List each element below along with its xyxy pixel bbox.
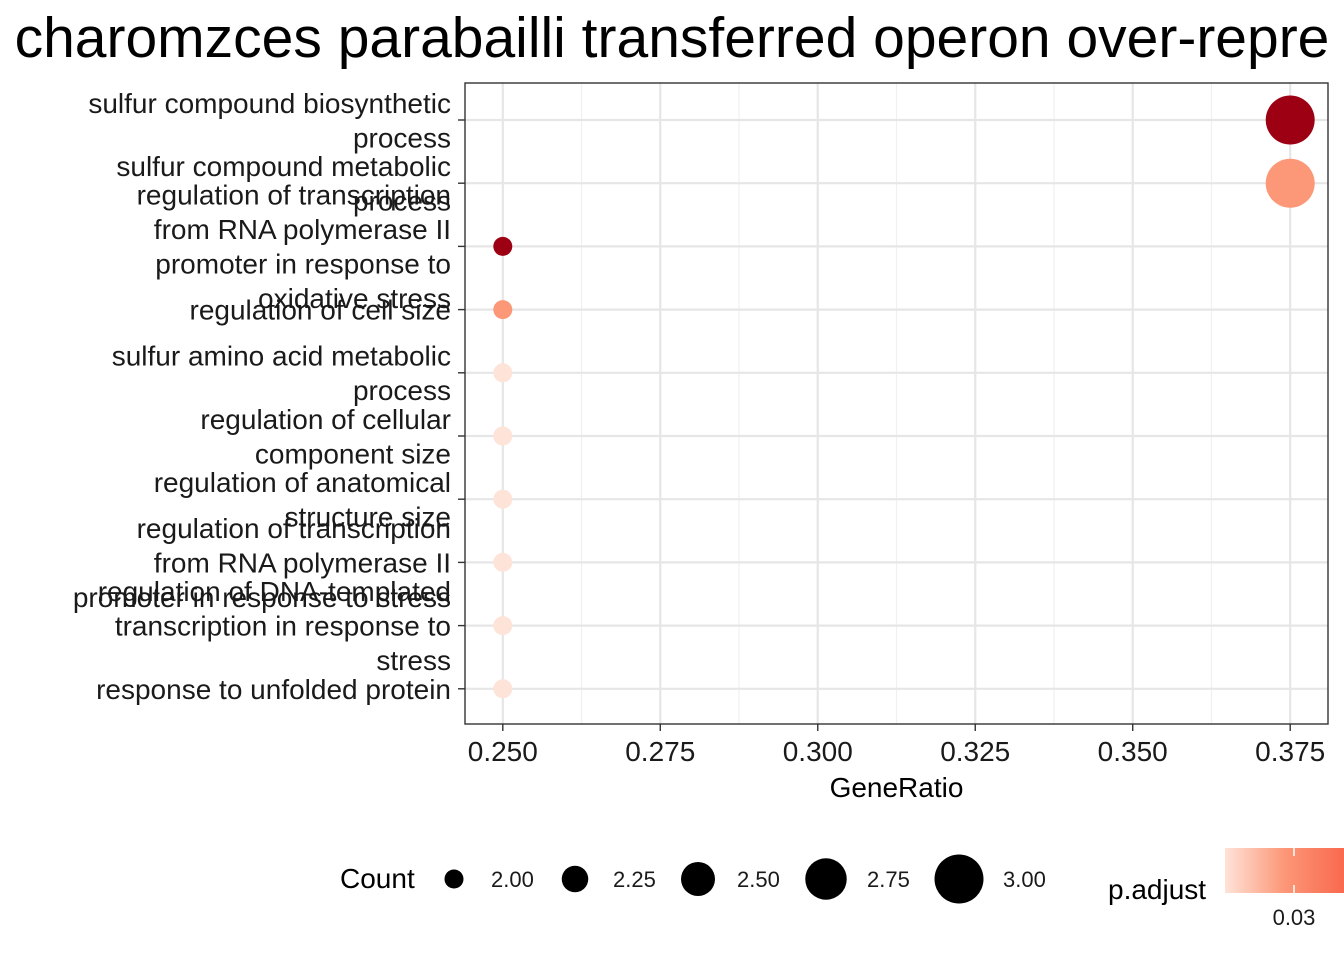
- count-legend-key: [681, 862, 715, 896]
- y-tick-label: regulation of transcription from RNA poly…: [137, 180, 451, 315]
- count-legend-title: Count: [340, 863, 415, 894]
- x-tick-label: 0.300: [783, 736, 853, 767]
- count-legend-key: [561, 865, 589, 893]
- data-point: [493, 426, 513, 446]
- count-legend-label: 3.00: [1003, 867, 1046, 892]
- count-legend-label: 2.50: [737, 867, 780, 892]
- count-legend: Count 2.00 2.25 2.50 2.75 3.00: [340, 854, 1046, 904]
- data-point: [493, 363, 513, 383]
- chart-title: charomzces parabailli transferred operon…: [15, 6, 1330, 70]
- data-point: [493, 616, 513, 636]
- x-tick-label: 0.325: [940, 736, 1010, 767]
- y-tick-label: regulation of cell size: [190, 295, 451, 326]
- data-point: [493, 236, 513, 256]
- p-adjust-colorbar: [1225, 848, 1344, 893]
- count-legend-label: 2.00: [491, 867, 534, 892]
- y-tick-label: regulation of cellular component size: [200, 404, 451, 470]
- x-axis-title: GeneRatio: [830, 772, 964, 803]
- y-tick-label: regulation of DNA-templated transcription…: [98, 576, 451, 676]
- x-tick-label: 0.350: [1098, 736, 1168, 767]
- data-point: [1265, 158, 1315, 208]
- plot-panel: [464, 82, 1329, 725]
- p-adjust-legend-label: 0.03: [1273, 905, 1316, 930]
- panel-border: [464, 82, 1329, 725]
- data-point: [493, 552, 513, 572]
- y-tick-label: regulation of transcription from RNA poly…: [73, 513, 451, 613]
- count-legend-label: 2.75: [867, 867, 910, 892]
- count-legend-label: 2.25: [613, 867, 656, 892]
- data-point: [1265, 95, 1315, 145]
- x-axis: 0.250 0.275 0.300 0.325 0.350 0.375: [468, 724, 1325, 767]
- p-adjust-legend: p.adjust 0.03: [1108, 848, 1344, 930]
- count-legend-key: [444, 869, 464, 889]
- y-tick-label: sulfur compound metabolic process: [116, 151, 451, 217]
- data-point: [493, 489, 513, 509]
- y-tick-label: sulfur compound biosynthetic process: [88, 88, 451, 154]
- p-adjust-legend-title: p.adjust: [1108, 874, 1206, 905]
- y-tick-label: sulfur amino acid metabolic process: [112, 341, 451, 407]
- x-tick-label: 0.250: [468, 736, 538, 767]
- x-tick-label: 0.275: [625, 736, 695, 767]
- y-axis-labels: sulfur compound biosynthetic processsulfu…: [73, 88, 465, 705]
- data-point: [493, 679, 513, 699]
- y-tick-label: response to unfolded protein: [96, 674, 451, 705]
- count-legend-key: [805, 858, 847, 900]
- y-tick-label: regulation of anatomical structure size: [154, 467, 451, 533]
- count-legend-key: [934, 854, 984, 904]
- x-tick-label: 0.375: [1255, 736, 1325, 767]
- data-point: [493, 300, 513, 320]
